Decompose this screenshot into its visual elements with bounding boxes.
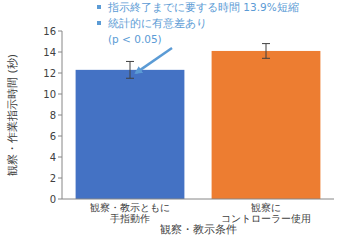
error-line [130, 61, 131, 78]
label-line: 手指動作 [110, 213, 150, 224]
annotation: 指示終了までに要する時間 13.9%短縮 [107, 1, 299, 14]
y-axis [62, 31, 63, 199]
bar [212, 51, 321, 199]
x-axis [62, 199, 334, 200]
error-cap [126, 61, 134, 62]
y-tick [58, 52, 62, 53]
y-tick [58, 115, 62, 116]
y-tick-label: 8 [50, 110, 56, 121]
y-tick-label: 4 [50, 152, 56, 163]
bar [76, 70, 185, 199]
y-axis-title: 観察・作業指示時間 (秒) [6, 54, 19, 176]
x-axis-title: 観察・教示条件 [160, 223, 237, 236]
error-bar [262, 44, 270, 59]
y-tick-label: 16 [43, 26, 56, 37]
y-tick [58, 178, 62, 179]
error-cap [262, 43, 270, 44]
y-tick-label: 2 [50, 173, 56, 184]
annotation: 統計的に有意差あり [108, 17, 207, 29]
y-tick [58, 136, 62, 137]
bullet [97, 5, 101, 9]
error-cap [262, 58, 270, 59]
y-tick [58, 94, 62, 95]
y-tick [58, 31, 62, 32]
x-tick-label: 観察にコントローラー使用 [221, 202, 311, 224]
bullet [97, 21, 101, 25]
chart-root: 0246810121416観察・教示ともに手指動作観察にコントローラー使用観察・… [0, 0, 344, 238]
chart: 0246810121416観察・教示ともに手指動作観察にコントローラー使用観察・… [0, 0, 344, 238]
y-tick-label: 10 [43, 89, 56, 100]
label-line: 観察に [251, 202, 281, 213]
bars [76, 44, 321, 199]
annotation: (p < 0.05) [108, 33, 162, 45]
y-tick-label: 0 [50, 194, 56, 205]
y-tick-label: 6 [50, 131, 56, 142]
y-tick-label: 12 [43, 68, 56, 79]
y-tick [58, 73, 62, 74]
x-tick-label: 観察・教示ともに手指動作 [90, 202, 170, 224]
y-tick-label: 14 [43, 47, 56, 58]
error-cap [126, 78, 134, 79]
arrow [136, 48, 172, 73]
y-tick [58, 157, 62, 158]
error-line [266, 44, 267, 59]
y-tick [58, 199, 62, 200]
label-line: 観察・教示ともに [90, 202, 170, 213]
error-bar [126, 61, 134, 78]
